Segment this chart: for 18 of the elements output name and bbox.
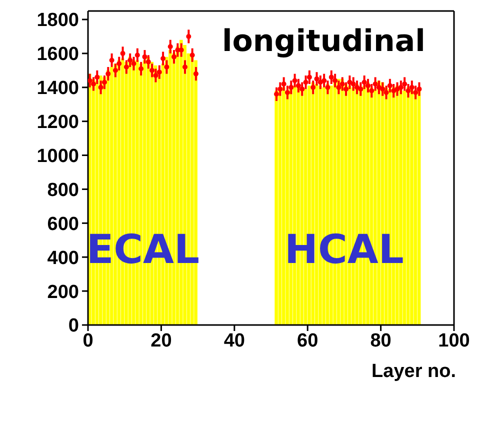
y-tick-label: 1600 (36, 44, 79, 66)
y-tick-label: 400 (47, 248, 79, 269)
x-tick-label: 60 (297, 330, 318, 352)
x-tick-label: 40 (224, 330, 245, 352)
y-tick-label: 0 (68, 316, 79, 337)
y-tick-label: 200 (47, 282, 79, 303)
y-tick-label: 1200 (36, 112, 79, 134)
text: longitudinal (222, 24, 426, 59)
y-tick-label: 1000 (36, 146, 79, 168)
y-tick-label: 800 (47, 180, 79, 201)
y-tick-label: 600 (47, 214, 79, 235)
x-tick-label: 0 (82, 330, 94, 352)
x-tick-label: 100 (438, 330, 470, 352)
x-axis-title: Layer no. (372, 361, 456, 382)
x-tick-label: 20 (150, 330, 172, 352)
x-tick-label: 80 (370, 330, 392, 352)
y-tick-label: 1800 (36, 10, 79, 32)
y-tick-label: 1400 (36, 78, 79, 100)
